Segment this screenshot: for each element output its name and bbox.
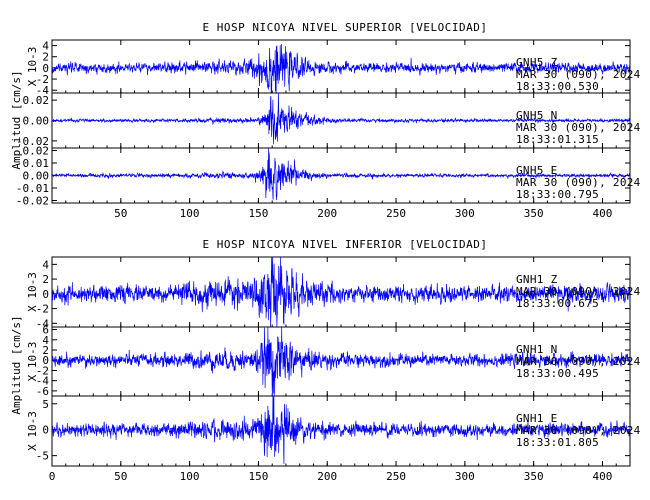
y-multiplier-label: X 10-3 [26,411,39,451]
x-tick-label: 250 [386,470,406,483]
y-multiplier-label: X 10-3 [26,272,39,312]
y-tick-label: 2 [42,51,49,64]
chart-title-superior: E HOSP NICOYA NIVEL SUPERIOR [VELOCIDAD] [203,21,488,34]
y-multiplier-label: X 10-3 [26,342,39,382]
waveform-line [51,326,631,397]
y-tick-label: 4 [42,334,49,347]
x-tick-label: 100 [180,207,200,220]
station-label: GNH1 N [516,343,558,356]
waveform-line [51,256,631,328]
y-tick-label: 0.00 [23,170,50,183]
date-label: MAR 30 (090), 2024 [516,424,641,437]
x-tick-label: 400 [593,470,613,483]
y-tick-label: 0 [42,354,49,367]
date-label: MAR 30 (090), 2024 [516,176,641,189]
x-tick-label: 250 [386,207,406,220]
date-label: MAR 30 (090), 2024 [516,121,641,134]
y-axis-label-superior: Amplitud [cm/s] [10,70,23,169]
y-multiplier-label: X 10-3 [26,47,39,87]
station-label: GNH1 E [516,412,558,425]
y-tick-label: -0.02 [16,195,49,208]
y-tick-label: -6 [36,385,49,398]
x-tick-label: 300 [455,470,475,483]
y-tick-label: 0.02 [23,145,50,158]
y-tick-label: -4 [36,317,50,330]
time-label: 18:33:01.315 [516,133,599,146]
y-tick-label: 6 [42,324,49,337]
x-tick-label: 350 [524,207,544,220]
y-tick-label: -2 [36,73,49,86]
x-tick-label: 50 [114,207,127,220]
time-label: 18:33:00.675 [516,297,599,310]
y-tick-label: -0.02 [16,135,49,148]
x-tick-label: 200 [317,207,337,220]
y-tick-label: -5 [36,450,49,463]
time-label: 18:33:00.530 [516,80,599,93]
y-tick-label: 0 [42,288,49,301]
y-tick-label: 0.01 [23,157,50,170]
station-label: GNH5 N [516,109,558,122]
x-tick-label: 400 [593,207,613,220]
y-tick-label: 4 [42,258,49,271]
x-tick-label: 100 [180,470,200,483]
station-label: GNH5 Z [516,56,558,69]
x-tick-label: 0 [49,470,56,483]
x-tick-label: 350 [524,470,544,483]
y-tick-label: 0.02 [23,94,50,107]
x-tick-label: 300 [455,207,475,220]
y-tick-label: 0 [42,62,49,75]
date-label: MAR 30 (090), 2024 [516,68,641,81]
y-tick-label: 5 [42,398,49,411]
y-tick-label: 4 [42,40,49,53]
y-tick-label: -2 [36,364,49,377]
y-axis-label-inferior: Amplitud [cm/s] [10,315,23,414]
waveform-line [51,43,631,94]
chart-title-inferior: E HOSP NICOYA NIVEL INFERIOR [VELOCIDAD] [203,238,488,251]
y-tick-label: 2 [42,273,49,286]
y-tick-label: 2 [42,344,49,357]
time-label: 18:33:01.805 [516,436,599,449]
y-tick-label: -2 [36,303,49,316]
y-tick-label: 0 [42,424,49,437]
date-label: MAR 30 (090), 2024 [516,355,641,368]
y-tick-label: 0.00 [23,115,50,128]
station-label: GNH1 Z [516,273,558,286]
y-tick-label: -0.01 [16,182,49,195]
y-tick-label: -4 [36,84,50,97]
station-label: GNH5 E [516,164,558,177]
time-label: 18:33:00.795 [516,188,599,201]
x-tick-label: 200 [317,470,337,483]
y-tick-label: -4 [36,375,50,388]
x-tick-label: 150 [248,207,268,220]
time-label: 18:33:00.495 [516,367,599,380]
x-tick-label: 150 [248,470,268,483]
date-label: MAR 30 (090), 2024 [516,285,641,298]
waveform-line [51,147,631,201]
x-tick-label: 50 [114,470,127,483]
waveform-line [51,395,631,464]
waveform-line [51,92,631,145]
